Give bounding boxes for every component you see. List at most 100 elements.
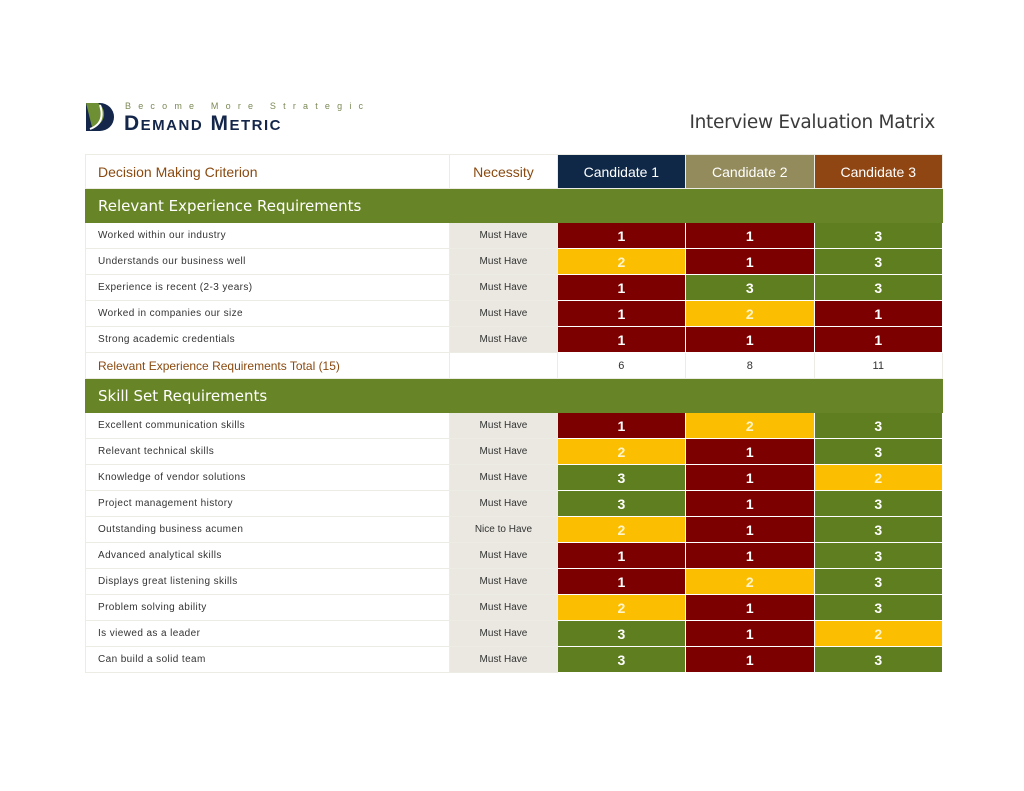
candidate-2-score: 1	[685, 248, 815, 275]
criterion-name: Outstanding business acumen	[84, 516, 451, 543]
necessity-value: Must Have	[449, 464, 558, 491]
criterion-name: Excellent communication skills	[84, 412, 451, 439]
candidate-2-score: 3	[685, 274, 815, 301]
table-row: Is viewed as a leader Must Have 3 1 2	[84, 620, 944, 647]
necessity-value: Must Have	[449, 326, 558, 353]
candidate-3-score: 3	[813, 490, 944, 517]
candidate-3-score: 2	[813, 620, 944, 647]
necessity-value: Must Have	[449, 568, 558, 595]
criterion-name: Problem solving ability	[84, 594, 451, 621]
table-row: Excellent communication skills Must Have 1…	[84, 412, 944, 439]
candidate-3-score: 3	[813, 542, 944, 569]
table-row: Worked in companies our size Must Have 1 2 1	[84, 300, 944, 327]
candidate-3-score: 3	[813, 646, 944, 673]
candidate-1-score: 3	[556, 620, 687, 647]
candidate-1-score: 1	[556, 542, 687, 569]
candidate-1-score: 1	[556, 222, 687, 249]
candidate-2-score: 1	[685, 326, 815, 353]
candidate-3-score: 2	[813, 464, 944, 491]
candidate-2-score: 1	[685, 222, 815, 249]
candidate-1-score: 3	[556, 464, 687, 491]
candidate-1-score: 1	[556, 300, 687, 327]
candidate-1-header: Candidate 1	[556, 154, 687, 189]
section-total-label: Relevant Experience Requirements Total (…	[84, 352, 451, 379]
candidate-2-header: Candidate 2	[685, 154, 815, 189]
candidate-1-total: 6	[556, 352, 687, 379]
candidate-2-score: 2	[685, 412, 815, 439]
logo-brand: Demand Metric	[124, 112, 282, 135]
necessity-blank	[449, 352, 558, 379]
table-row: Relevant technical skills Must Have 2 1 3	[84, 438, 944, 465]
candidate-1-score: 2	[556, 438, 687, 465]
criterion-name: Advanced analytical skills	[84, 542, 451, 569]
demand-metric-logo: Become More Strategic Demand Metric	[84, 101, 374, 135]
criterion-name: Worked within our industry	[84, 222, 451, 249]
header-row: Decision Making Criterion Necessity Cand…	[84, 154, 944, 189]
candidate-2-score: 1	[685, 646, 815, 673]
section-total-row: Relevant Experience Requirements Total (…	[84, 352, 944, 379]
candidate-2-score: 1	[685, 438, 815, 465]
candidate-3-score: 3	[813, 594, 944, 621]
candidate-2-score: 1	[685, 464, 815, 491]
necessity-value: Must Have	[449, 412, 558, 439]
candidate-2-score: 1	[685, 490, 815, 517]
necessity-value: Must Have	[449, 300, 558, 327]
candidate-3-score: 1	[813, 326, 944, 353]
candidate-1-score: 1	[556, 326, 687, 353]
candidate-1-score: 3	[556, 646, 687, 673]
criterion-name: Knowledge of vendor solutions	[84, 464, 451, 491]
candidate-1-score: 2	[556, 594, 687, 621]
criterion-name: Project management history	[84, 490, 451, 517]
table-row: Project management history Must Have 3 1 3	[84, 490, 944, 517]
candidate-3-score: 3	[813, 222, 944, 249]
candidate-2-score: 2	[685, 300, 815, 327]
criterion-header: Decision Making Criterion	[84, 154, 451, 189]
necessity-value: Must Have	[449, 490, 558, 517]
candidate-1-score: 1	[556, 274, 687, 301]
candidate-3-score: 3	[813, 516, 944, 543]
candidate-2-total: 8	[685, 352, 815, 379]
section-header-row: Relevant Experience Requirements	[85, 188, 943, 223]
candidate-1-score: 1	[556, 412, 687, 439]
necessity-value: Must Have	[449, 274, 558, 301]
necessity-value: Must Have	[449, 248, 558, 275]
logo-tagline: Become More Strategic	[125, 101, 371, 111]
criterion-name: Relevant technical skills	[84, 438, 451, 465]
candidate-2-score: 1	[685, 516, 815, 543]
criterion-name: Can build a solid team	[84, 646, 451, 673]
candidate-2-score: 1	[685, 542, 815, 569]
criterion-name: Is viewed as a leader	[84, 620, 451, 647]
section-header-row: Skill Set Requirements	[85, 378, 943, 413]
table-row: Knowledge of vendor solutions Must Have 3 1…	[84, 464, 944, 491]
candidate-3-total: 11	[813, 352, 944, 379]
table-row: Displays great listening skills Must Have…	[84, 568, 944, 595]
evaluation-matrix: Decision Making Criterion Necessity Cand…	[84, 154, 944, 673]
criterion-name: Experience is recent (2-3 years)	[84, 274, 451, 301]
necessity-header: Necessity	[449, 154, 558, 189]
table-row: Strong academic credentials Must Have 1 1 1	[84, 326, 944, 353]
necessity-value: Must Have	[449, 438, 558, 465]
criterion-name: Displays great listening skills	[84, 568, 451, 595]
candidate-1-score: 2	[556, 516, 687, 543]
candidate-3-score: 1	[813, 300, 944, 327]
section-title: Relevant Experience Requirements	[85, 188, 943, 223]
table-row: Problem solving ability Must Have 2 1 3	[84, 594, 944, 621]
necessity-value: Must Have	[449, 222, 558, 249]
candidate-3-score: 3	[813, 274, 944, 301]
criterion-name: Worked in companies our size	[84, 300, 451, 327]
necessity-value: Must Have	[449, 594, 558, 621]
candidate-3-header: Candidate 3	[813, 154, 944, 189]
candidate-3-score: 3	[813, 568, 944, 595]
section-title: Skill Set Requirements	[85, 378, 943, 413]
criterion-name: Strong academic credentials	[84, 326, 451, 353]
table-row: Experience is recent (2-3 years) Must Hav…	[84, 274, 944, 301]
table-row: Outstanding business acumen Nice to Have 2…	[84, 516, 944, 543]
candidate-2-score: 2	[685, 568, 815, 595]
candidate-2-score: 1	[685, 594, 815, 621]
candidate-3-score: 3	[813, 248, 944, 275]
table-row: Understands our business well Must Have 2 1…	[84, 248, 944, 275]
necessity-value: Must Have	[449, 646, 558, 673]
necessity-value: Must Have	[449, 620, 558, 647]
table-row: Worked within our industry Must Have 1 1 3	[84, 222, 944, 249]
candidate-1-score: 3	[556, 490, 687, 517]
